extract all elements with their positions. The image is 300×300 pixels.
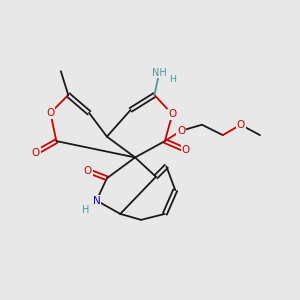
- Text: NH: NH: [152, 68, 166, 78]
- Text: O: O: [182, 145, 190, 155]
- Text: O: O: [32, 148, 40, 158]
- Text: O: O: [236, 120, 245, 130]
- Text: O: O: [168, 109, 176, 119]
- Text: H: H: [82, 205, 89, 215]
- Text: O: O: [83, 166, 92, 176]
- Text: O: O: [46, 108, 55, 118]
- Text: N: N: [93, 196, 101, 206]
- Text: O: O: [177, 126, 185, 136]
- Text: H: H: [169, 75, 176, 84]
